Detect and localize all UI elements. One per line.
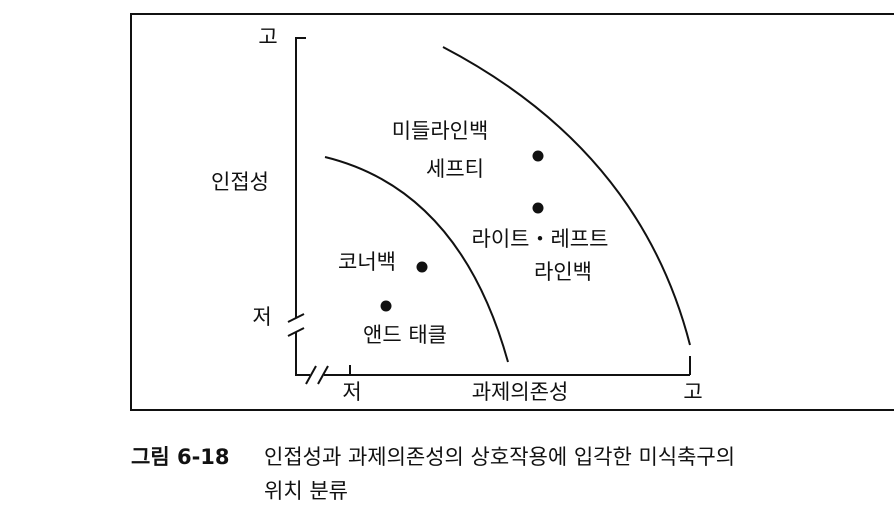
point	[380, 300, 392, 312]
point	[532, 202, 544, 214]
frame	[130, 13, 894, 411]
caption-line: 위치 분류	[264, 479, 348, 503]
point	[532, 150, 544, 162]
y-axis	[287, 37, 310, 376]
group-label: 라이트・레프트	[472, 227, 609, 251]
x-low: 저	[342, 380, 361, 404]
x-axis	[296, 356, 691, 385]
group-label: 라인백	[534, 260, 592, 284]
caption-line: 인접성과 과제의존성의 상호작용에 입각한 미식축구의	[264, 445, 735, 469]
y-low: 저	[252, 305, 271, 329]
caption-number: 그림 6-18	[131, 445, 230, 469]
point	[416, 261, 428, 273]
x-label: 과제의존성	[472, 380, 569, 404]
x-high: 고	[683, 380, 702, 404]
y-high: 고	[258, 25, 277, 49]
group-label: 세프티	[426, 157, 484, 181]
outer-curve	[442, 46, 691, 346]
group-label: 앤드 태클	[363, 323, 447, 347]
group-label: 코너백	[338, 250, 396, 274]
y-label: 인접성	[211, 170, 269, 194]
group-label: 미들라인백	[392, 119, 489, 143]
inner-curve	[324, 156, 509, 363]
